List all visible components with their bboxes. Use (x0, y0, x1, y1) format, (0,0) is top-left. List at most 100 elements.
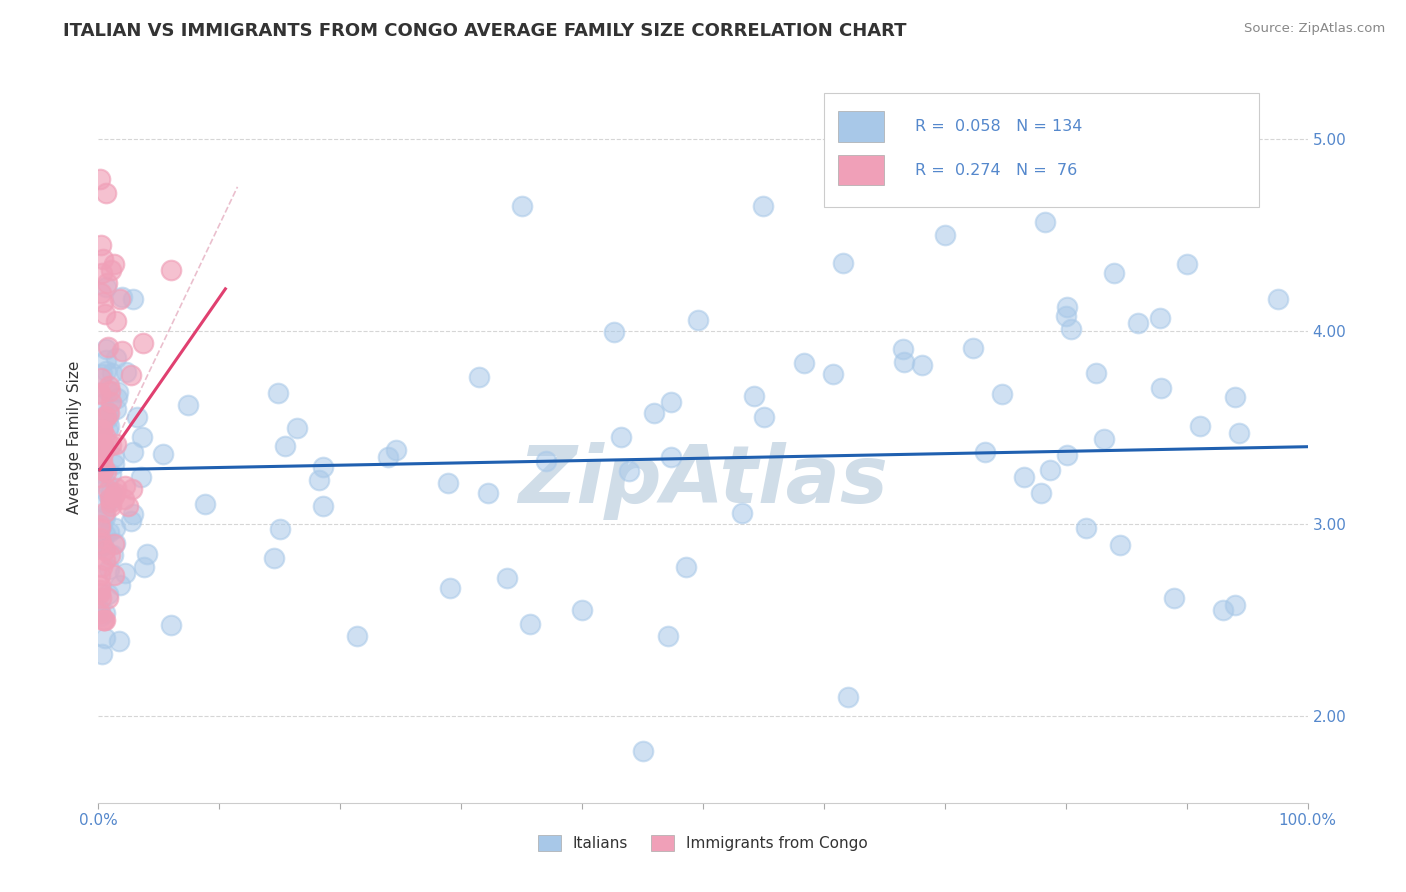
FancyBboxPatch shape (824, 94, 1260, 207)
Point (100, 384, 122, 398)
Point (934, 227, 956, 242)
Point (269, 522, 291, 536)
Point (105, 314, 128, 328)
Point (793, 356, 815, 370)
Point (496, 571, 519, 585)
Point (742, 389, 765, 403)
Point (103, 450, 125, 464)
Point (974, 445, 997, 459)
Point (90, 453, 112, 467)
Point (97, 591, 120, 605)
Point (752, 199, 775, 213)
Point (100, 467, 122, 481)
Point (89, 172, 111, 186)
Point (90, 608, 112, 623)
Point (891, 343, 914, 357)
Point (91, 613, 114, 627)
Text: ITALIAN VS IMMIGRANTS FROM CONGO AVERAGE FAMILY SIZE CORRELATION CHART: ITALIAN VS IMMIGRANTS FROM CONGO AVERAGE… (63, 22, 907, 40)
Point (93, 508, 115, 523)
Point (89, 453, 111, 467)
Point (893, 355, 915, 369)
Point (94, 353, 117, 368)
Point (1227, 426, 1250, 441)
Point (107, 634, 129, 648)
Point (1074, 521, 1097, 535)
Point (129, 469, 152, 483)
Point (94, 509, 117, 524)
Point (105, 351, 128, 365)
Point (510, 199, 533, 213)
Point (98, 406, 121, 420)
Point (90, 458, 112, 473)
Point (100, 499, 122, 513)
Text: R =  0.274   N =  76: R = 0.274 N = 76 (915, 162, 1077, 178)
Point (104, 402, 127, 417)
Point (96, 364, 118, 378)
Point (100, 262, 122, 277)
Point (1033, 215, 1056, 229)
Point (96, 384, 118, 398)
Point (1084, 366, 1107, 380)
Point (285, 420, 308, 434)
Point (90, 438, 112, 452)
Point (267, 386, 290, 401)
Point (96, 276, 118, 290)
Point (152, 446, 174, 460)
Point (90, 423, 112, 437)
Point (136, 547, 159, 561)
Point (990, 387, 1012, 401)
Point (89, 441, 111, 455)
Point (111, 290, 134, 304)
Point (89, 537, 111, 551)
Point (97, 483, 120, 498)
Point (120, 515, 142, 529)
Point (114, 365, 136, 379)
Point (90, 237, 112, 252)
Point (103, 537, 125, 551)
Point (1056, 300, 1078, 314)
Point (94, 465, 117, 479)
Point (1012, 470, 1035, 484)
Point (89, 568, 111, 582)
Point (619, 464, 641, 478)
Point (571, 603, 593, 617)
Point (93, 504, 115, 518)
Point (1102, 267, 1125, 281)
Point (1092, 432, 1115, 446)
Point (98, 562, 121, 576)
Point (89, 413, 111, 427)
Point (103, 457, 125, 471)
Point (1149, 310, 1171, 325)
Point (121, 293, 143, 307)
Point (107, 384, 129, 399)
Point (108, 577, 131, 591)
Point (346, 630, 368, 644)
Point (89, 470, 111, 484)
Point (93, 613, 115, 627)
Point (93, 440, 115, 454)
Point (89, 603, 111, 617)
Point (90, 466, 112, 480)
Point (609, 430, 631, 444)
Text: ZipAtlas: ZipAtlas (517, 442, 889, 520)
Point (96, 485, 118, 500)
Point (100, 395, 122, 409)
Point (160, 262, 183, 277)
Point (1108, 538, 1130, 552)
Point (89, 531, 111, 545)
Point (1054, 309, 1077, 323)
Point (93, 613, 115, 627)
Point (100, 438, 122, 452)
Point (94, 527, 117, 541)
Point (121, 482, 143, 496)
Point (112, 492, 135, 507)
Point (90, 536, 112, 550)
Point (97, 340, 120, 354)
Point (1175, 257, 1198, 271)
Point (91, 559, 114, 574)
Point (93, 607, 115, 621)
Point (94, 409, 117, 424)
Point (96, 477, 118, 491)
Point (89, 521, 111, 535)
Point (103, 257, 125, 271)
